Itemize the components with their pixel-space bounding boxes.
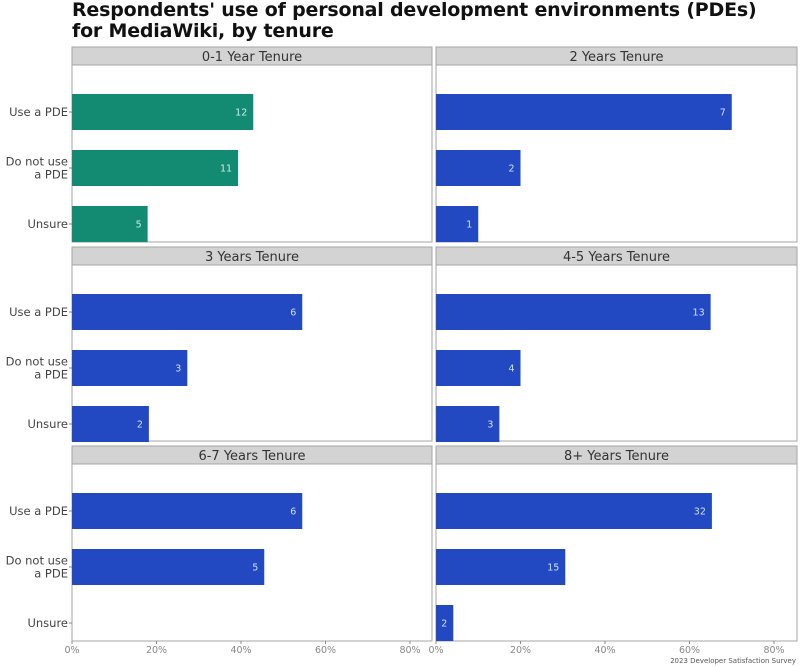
x-tick-label: 20% — [510, 645, 531, 656]
x-tick-label: 60% — [315, 645, 336, 656]
bar-3-years-tenure-unsure — [72, 406, 149, 442]
data-label: 2 — [508, 164, 514, 175]
x-tick-label: 0% — [64, 645, 79, 656]
bar-6-7-years-tenure-do-not-use-a-pde — [72, 549, 265, 585]
bar-0-1-year-tenure-do-not-use-a-pde — [72, 150, 239, 186]
y-tick-label: Use a PDE — [9, 504, 68, 518]
y-tick-label: Do not use a PDE — [6, 355, 68, 382]
bar-2-years-tenure-use-a-pde — [436, 94, 732, 130]
x-tick-label: 80% — [399, 645, 420, 656]
facet-title: 3 Years Tenure — [205, 250, 299, 265]
data-label: 3 — [487, 420, 493, 431]
data-label: 7 — [720, 108, 726, 119]
data-label: 3 — [175, 364, 181, 375]
bar-8-years-tenure-unsure — [436, 605, 454, 641]
bar-4-5-years-tenure-unsure — [436, 406, 500, 442]
bar-2-years-tenure-unsure — [436, 206, 479, 242]
data-label: 11 — [220, 164, 232, 175]
data-label: 32 — [694, 507, 706, 518]
data-label: 6 — [290, 507, 296, 518]
bar-8-years-tenure-use-a-pde — [436, 493, 712, 529]
y-tick-label: Do not use a PDE — [6, 554, 68, 581]
y-tick-label: Unsure — [27, 616, 68, 630]
x-tick-label: 80% — [763, 645, 784, 656]
facet-title: 4-5 Years Tenure — [563, 250, 670, 265]
bar-4-5-years-tenure-do-not-use-a-pde — [436, 350, 521, 386]
bar-4-5-years-tenure-use-a-pde — [436, 294, 711, 330]
bar-6-7-years-tenure-use-a-pde — [72, 493, 303, 529]
x-tick-label: 40% — [594, 645, 615, 656]
data-label: 1 — [466, 220, 472, 231]
y-tick-label: Unsure — [27, 417, 68, 431]
data-label: 2 — [441, 619, 447, 630]
chart-caption: 2023 Developer Satisfaction Survey — [670, 657, 796, 665]
bar-2-years-tenure-do-not-use-a-pde — [436, 150, 521, 186]
data-label: 15 — [547, 563, 559, 574]
bar-8-years-tenure-do-not-use-a-pde — [436, 549, 566, 585]
bar-3-years-tenure-use-a-pde — [72, 294, 303, 330]
data-label: 5 — [252, 563, 258, 574]
bar-0-1-year-tenure-unsure — [72, 206, 148, 242]
bar-3-years-tenure-do-not-use-a-pde — [72, 350, 188, 386]
y-tick-label: Use a PDE — [9, 105, 68, 119]
x-tick-label: 40% — [230, 645, 251, 656]
data-label: 5 — [136, 220, 142, 231]
facet-title: 6-7 Years Tenure — [198, 449, 305, 464]
chart-title: Respondents' use of personal development… — [72, 0, 757, 42]
x-tick-label: 0% — [428, 645, 443, 656]
data-label: 2 — [137, 420, 143, 431]
data-label: 4 — [508, 364, 514, 375]
facet-title: 0-1 Year Tenure — [202, 50, 302, 65]
facet-title: 8+ Years Tenure — [564, 449, 669, 464]
x-tick-label: 60% — [679, 645, 700, 656]
data-label: 13 — [693, 308, 705, 319]
bar-0-1-year-tenure-use-a-pde — [72, 94, 254, 130]
y-tick-label: Unsure — [27, 217, 68, 231]
y-tick-label: Do not use a PDE — [6, 155, 68, 182]
y-tick-label: Use a PDE — [9, 305, 68, 319]
facet-title: 2 Years Tenure — [569, 50, 663, 65]
x-tick-label: 20% — [146, 645, 167, 656]
data-label: 6 — [290, 308, 296, 319]
data-label: 12 — [235, 108, 247, 119]
